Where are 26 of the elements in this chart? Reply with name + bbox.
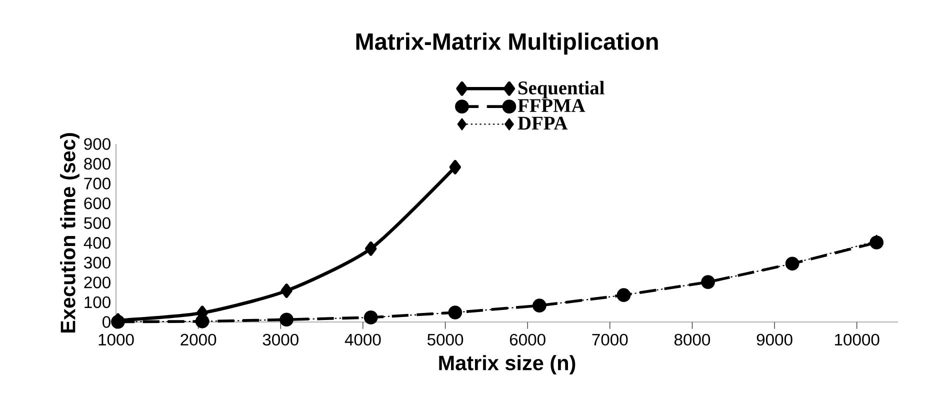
y-tick-label: 900 <box>84 138 110 150</box>
x-tick-label: 4000 <box>344 334 381 346</box>
x-tick-label: 1000 <box>98 334 134 346</box>
y-tick-label: 200 <box>84 276 110 288</box>
legend-label: FFPMA <box>518 99 586 112</box>
y-tick-label: 800 <box>84 158 110 170</box>
x-tick-label: 8000 <box>674 334 710 346</box>
y-tick-label: 600 <box>84 197 110 210</box>
y-tick-label: 400 <box>84 237 110 249</box>
y-tick-label: 700 <box>84 178 110 190</box>
chart-title: Matrix-Matrix Multiplication <box>356 32 658 55</box>
x-tick-label: 2000 <box>180 334 216 346</box>
y-axis-title: Execution time (sec) <box>60 133 80 333</box>
x-tick-label: 6000 <box>510 334 546 346</box>
y-tick-label: 100 <box>84 296 110 308</box>
y-tick-label: 0 <box>102 316 110 328</box>
legend-label: DFPA <box>518 116 568 130</box>
x-tick-label: 7000 <box>592 334 628 346</box>
x-tick-label: 3000 <box>262 334 298 346</box>
x-axis-title: Matrix size (n) <box>439 355 576 374</box>
legend-label: Sequential <box>518 80 604 98</box>
y-tick-label: 300 <box>84 256 110 269</box>
y-tick-label: 500 <box>84 217 110 229</box>
x-tick-label: 10000 <box>835 334 880 346</box>
x-tick-label: 5000 <box>427 334 464 346</box>
x-tick-label: 9000 <box>756 334 792 346</box>
